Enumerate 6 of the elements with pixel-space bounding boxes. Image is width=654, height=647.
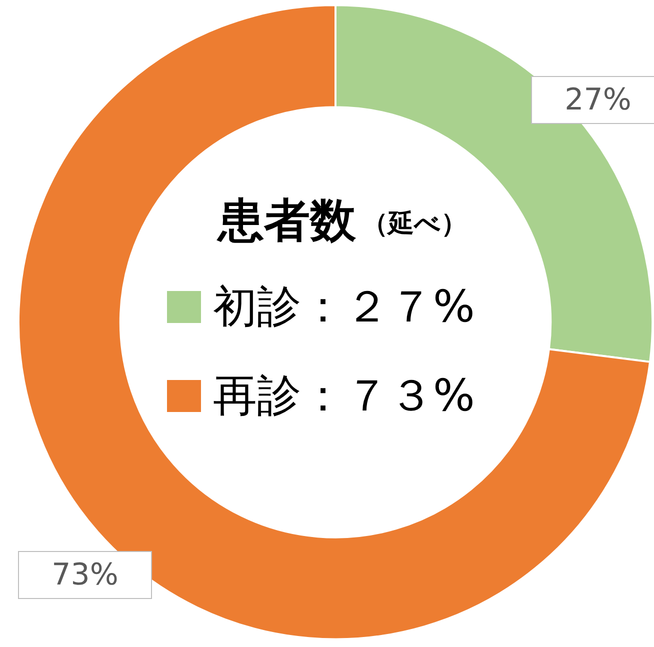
- text: （延べ）: [362, 209, 467, 239]
- legend-label: 再診：７３%: [213, 370, 475, 422]
- legend-label: 初診：２７%: [213, 282, 475, 332]
- data-label: 73%: [52, 558, 118, 592]
- text: 患者数: [216, 193, 357, 247]
- data-label: 27%: [564, 82, 632, 118]
